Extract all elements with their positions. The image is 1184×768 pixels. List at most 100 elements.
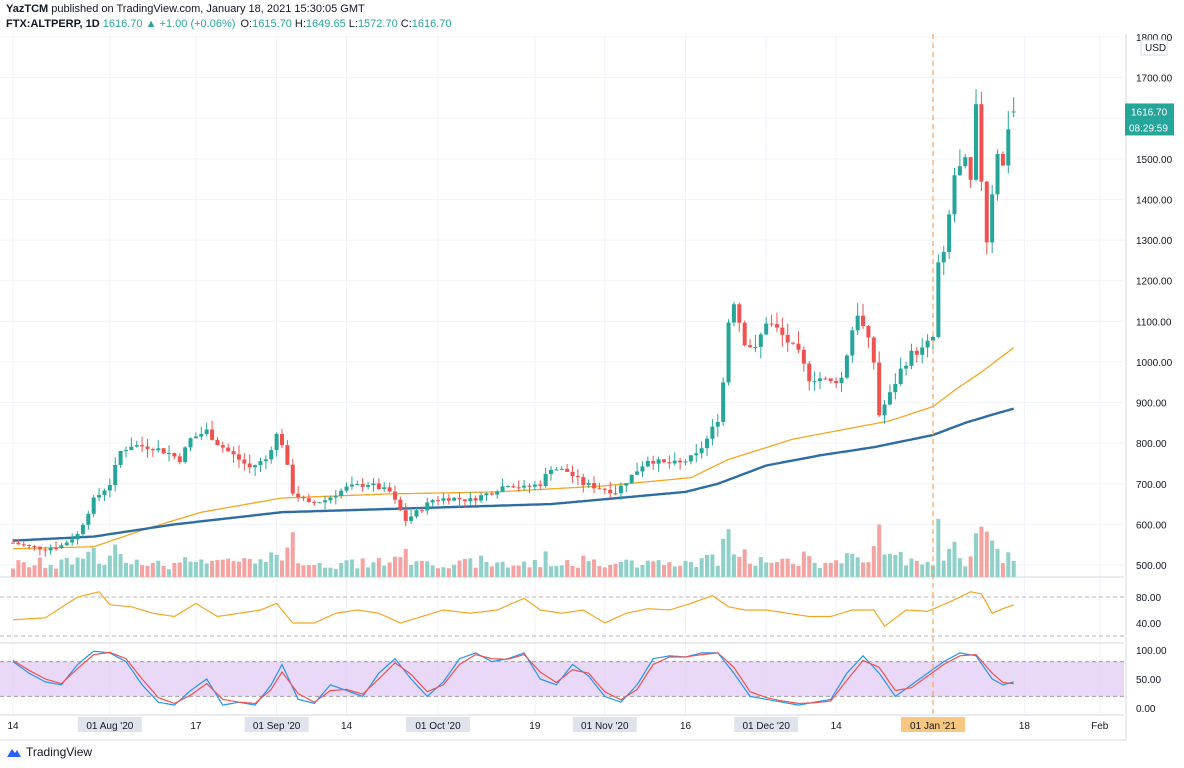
volume-bar xyxy=(801,551,806,577)
volume-bar xyxy=(936,518,941,577)
volume-bar xyxy=(834,560,839,577)
volume-bar xyxy=(500,561,505,577)
volume-bar xyxy=(624,559,629,577)
volume-bar xyxy=(715,565,720,577)
high-label: H: xyxy=(294,18,306,30)
symbol-label[interactable]: FTX:ALTPERP, 1D xyxy=(6,18,100,30)
volume-bar xyxy=(489,566,494,577)
volume-bar xyxy=(898,551,903,577)
candle-body xyxy=(1011,111,1016,113)
volume-bar xyxy=(414,561,419,577)
candle-body xyxy=(839,377,844,384)
volume-bar xyxy=(199,559,204,577)
candle-body xyxy=(721,382,726,422)
candle-body xyxy=(710,426,715,439)
time-label-box xyxy=(734,717,799,732)
time-tick-label: 01 Jan '21 xyxy=(910,721,956,732)
candle-body xyxy=(226,447,231,452)
candle-body xyxy=(866,326,871,338)
candle-body xyxy=(258,461,263,466)
volume-bar xyxy=(516,565,521,577)
volume-bar xyxy=(150,562,155,577)
candle-body xyxy=(59,545,64,549)
candle-body xyxy=(312,501,317,503)
grid-lines xyxy=(0,34,1127,741)
candle-body xyxy=(183,447,188,463)
volume-bar xyxy=(570,565,575,577)
candle-body xyxy=(430,500,435,503)
candle-body xyxy=(694,453,699,456)
candle-body xyxy=(914,350,919,355)
author-name[interactable]: YazTCM xyxy=(6,3,49,15)
stoch-d-line xyxy=(12,651,1014,705)
volume-bar xyxy=(317,562,322,577)
candle-body xyxy=(807,363,812,382)
volume-bar xyxy=(635,567,640,577)
volume-bar xyxy=(344,560,349,577)
candle-body xyxy=(947,214,952,252)
candle-body xyxy=(102,490,107,495)
volume-bar xyxy=(145,565,150,577)
volume-bar xyxy=(618,561,623,577)
volume-bar xyxy=(721,538,726,577)
candle-body xyxy=(150,449,155,451)
candle-body xyxy=(688,455,693,462)
candle-body xyxy=(774,324,779,328)
ma-slow-layer xyxy=(12,407,1015,542)
close-value: 1616.70 xyxy=(411,18,452,30)
candle-body xyxy=(995,153,1000,195)
volume-bar xyxy=(532,560,537,577)
volume-bar xyxy=(387,562,392,577)
candle-body xyxy=(317,502,322,504)
candle-body xyxy=(909,350,914,366)
volume-bar xyxy=(527,567,532,577)
volume-bar xyxy=(54,568,59,577)
volume-bar xyxy=(581,555,586,577)
volume-bar xyxy=(253,563,258,577)
candle-body xyxy=(290,464,295,494)
volume-bar xyxy=(764,562,769,577)
volume-bar xyxy=(161,565,166,577)
time-axis[interactable]: 14 01 Aug '20 17 01 Sep '20 14 01 Oct '20 19 01… xyxy=(7,717,1109,732)
candle-body xyxy=(592,483,597,489)
volume-bar xyxy=(355,568,360,577)
candle-body xyxy=(726,322,731,383)
time-tick-label: 01 Oct '20 xyxy=(415,721,461,732)
candle-body xyxy=(188,438,193,448)
time-label-box xyxy=(406,717,471,732)
low-value: 1572.70 xyxy=(357,18,398,30)
candle-body xyxy=(479,495,484,501)
candle-body xyxy=(43,549,48,551)
volume-bar xyxy=(753,565,758,577)
volume-bar xyxy=(204,563,209,577)
volume-bar xyxy=(32,565,37,577)
price-tick-label: 800.00 xyxy=(1136,439,1167,450)
price-tick-label: 700.00 xyxy=(1136,480,1167,491)
candle-body xyxy=(812,381,817,383)
tradingview-logo[interactable]: TradingView xyxy=(6,745,92,759)
price-axis[interactable]: 1800.001700.001600.001500.001400.001300.… xyxy=(1125,33,1174,715)
price-tick-label: 1400.00 xyxy=(1136,195,1173,206)
volume-bar xyxy=(75,557,80,577)
candle-body xyxy=(118,450,123,465)
candles[interactable] xyxy=(11,89,1016,557)
candle-body xyxy=(699,448,704,454)
volume-bar xyxy=(236,561,241,577)
candle-body xyxy=(834,380,839,384)
volume-bar xyxy=(925,561,930,577)
price-tick-label: 1000.00 xyxy=(1136,358,1173,369)
candle-body xyxy=(140,445,145,447)
volume-bar xyxy=(629,560,634,577)
candle-body xyxy=(855,315,860,331)
volume-bar xyxy=(688,561,693,577)
volume-bar xyxy=(710,554,715,577)
volume-bar xyxy=(586,561,591,577)
candle-body xyxy=(871,337,876,363)
candle-body xyxy=(366,485,371,487)
open-value: 1615.70 xyxy=(252,18,292,30)
volume-bar xyxy=(823,562,828,577)
volume-bar xyxy=(979,526,984,577)
volume-bar xyxy=(107,555,112,577)
candle-body xyxy=(328,497,333,501)
